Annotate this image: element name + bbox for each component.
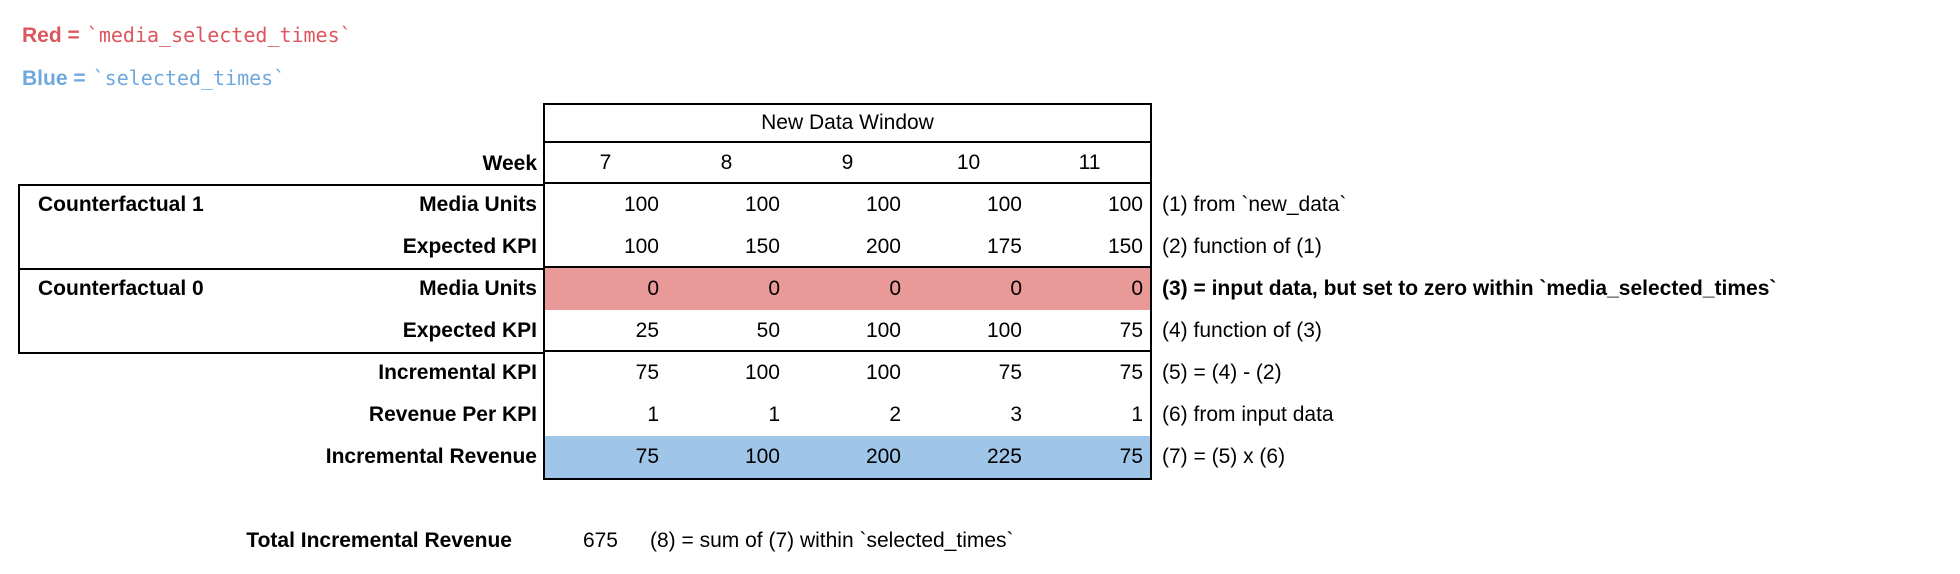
data-cell: 0 [889, 277, 901, 300]
annotation-8: (8) = sum of (7) within `selected_times` [650, 529, 1014, 552]
legend-blue-label: Blue = [22, 67, 86, 90]
annotation-7: (7) = (5) x (6) [1162, 445, 1286, 468]
annotation-5: (5) = (4) - (2) [1162, 361, 1282, 384]
data-cell: 200 [865, 445, 901, 468]
data-cell: 100 [744, 193, 780, 216]
legend-red-line: Red = `media_selected_times` [22, 14, 352, 57]
data-cell: 100 [986, 319, 1022, 342]
data-cell: 100 [744, 445, 780, 468]
legend-red-label: Red = [22, 24, 80, 47]
table-row-incremental-revenue-highlighted: 75 100 200 225 75 [545, 436, 1150, 478]
week-cell: 7 [599, 151, 612, 174]
data-cell: 100 [865, 361, 901, 384]
group-label-counterfactual-1: Counterfactual 1 [38, 193, 204, 216]
annotation-6: (6) from input data [1162, 403, 1334, 426]
data-cell: 100 [1107, 193, 1143, 216]
total-label: Total Incremental Revenue [246, 529, 512, 552]
data-cell: 75 [635, 445, 659, 468]
data-cell: 150 [1107, 235, 1143, 258]
table-row-revenue-per-kpi: 1 1 2 3 1 [545, 394, 1150, 436]
annotation-4: (4) function of (3) [1162, 319, 1322, 342]
annotation-1: (1) from `new_data` [1162, 193, 1347, 216]
data-cell: 25 [635, 319, 659, 342]
table-row-expected-kpi-cf0: 25 50 100 100 75 [545, 310, 1150, 352]
data-cell: 1 [1131, 403, 1143, 426]
data-cell: 200 [865, 235, 901, 258]
data-cell: 75 [635, 361, 659, 384]
data-cell: 3 [1010, 403, 1022, 426]
data-cell: 100 [865, 193, 901, 216]
legend: Red = `media_selected_times` Blue = `selec… [22, 14, 352, 100]
data-cell: 100 [865, 319, 901, 342]
total-value: 675 [582, 529, 618, 552]
legend-blue-line: Blue = `selected_times` [22, 57, 352, 100]
week-header-row: 7 8 9 10 11 [545, 143, 1150, 184]
data-cell: 100 [623, 193, 659, 216]
data-cell: 75 [1119, 361, 1143, 384]
data-cell: 1 [647, 403, 659, 426]
data-cell: 75 [1119, 445, 1143, 468]
week-label: Week [482, 152, 537, 175]
annotation-3: (3) = input data, but set to zero within… [1162, 277, 1777, 300]
group-label-counterfactual-0: Counterfactual 0 [38, 277, 204, 300]
row-label-expected-kpi-cf0: Expected KPI [402, 319, 537, 342]
data-cell: 100 [986, 193, 1022, 216]
data-cell: 175 [986, 235, 1022, 258]
table-row-media-units-cf0-highlighted: 0 0 0 0 0 [545, 268, 1150, 310]
data-table: New Data Window 7 8 9 10 11 100 100 100 … [543, 103, 1152, 480]
week-cell: 8 [720, 151, 733, 174]
data-cell: 75 [1119, 319, 1143, 342]
data-cell: 2 [889, 403, 901, 426]
data-cell: 0 [1131, 277, 1143, 300]
table-row-media-units-cf1: 100 100 100 100 100 [545, 184, 1150, 226]
row-label-media-units-cf0: Media Units [419, 277, 537, 300]
row-label-revenue-per-kpi: Revenue Per KPI [368, 403, 537, 426]
row-label-incremental-revenue: Incremental Revenue [325, 445, 537, 468]
legend-red-code: `media_selected_times` [86, 23, 352, 47]
week-cell: 9 [841, 151, 854, 174]
data-cell: 0 [768, 277, 780, 300]
data-cell: 0 [1010, 277, 1022, 300]
data-cell: 100 [744, 361, 780, 384]
row-label-media-units-cf1: Media Units [419, 193, 537, 216]
week-cell: 11 [1078, 151, 1101, 174]
data-cell: 100 [623, 235, 659, 258]
table-row-expected-kpi-cf1: 100 150 200 175 150 [545, 226, 1150, 268]
data-cell: 1 [768, 403, 780, 426]
data-cell: 50 [756, 319, 780, 342]
week-cell: 10 [956, 151, 981, 174]
counterfactual-boxes-divider [18, 268, 545, 270]
row-label-incremental-kpi: Incremental KPI [378, 361, 537, 384]
data-cell: 0 [647, 277, 659, 300]
row-label-expected-kpi-cf1: Expected KPI [402, 235, 537, 258]
legend-blue-code: `selected_times` [92, 66, 286, 90]
data-cell: 225 [986, 445, 1022, 468]
data-cell: 150 [744, 235, 780, 258]
data-cell: 75 [998, 361, 1022, 384]
table-row-incremental-kpi: 75 100 100 75 75 [545, 352, 1150, 394]
annotation-2: (2) function of (1) [1162, 235, 1322, 258]
table-header: New Data Window [545, 105, 1150, 143]
